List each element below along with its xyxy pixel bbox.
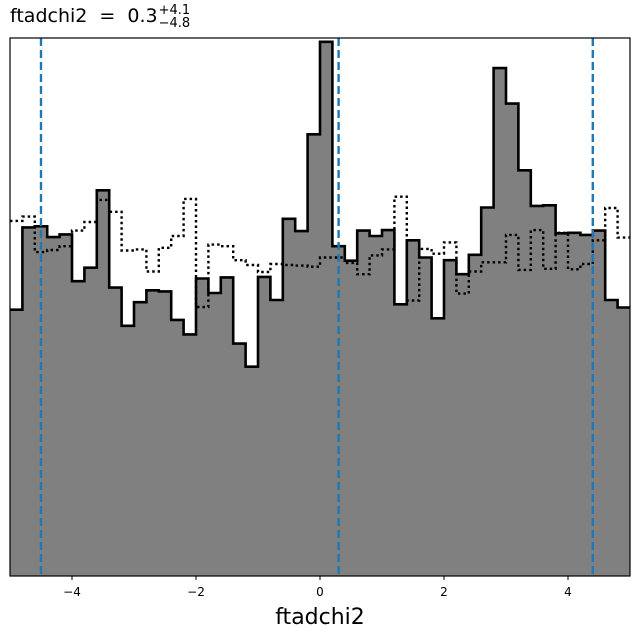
- histogram-bar: [568, 232, 581, 576]
- x-tick-label: 4: [564, 585, 572, 599]
- histogram-bar: [59, 234, 73, 576]
- histogram-bar: [96, 190, 110, 576]
- histogram-bar: [344, 260, 358, 576]
- histogram-bar: [506, 103, 519, 576]
- histogram-bar: [530, 205, 544, 576]
- histogram-bar: [134, 302, 147, 576]
- histogram-bar: [258, 276, 271, 576]
- histogram-bar: [456, 274, 470, 576]
- histogram-bar: [208, 293, 222, 576]
- title-median: 0.3: [127, 5, 157, 27]
- histogram-bar: [158, 291, 172, 576]
- histogram-bar: [146, 290, 160, 576]
- histogram-bar: [555, 233, 569, 576]
- plot-area: −4 −2 0 2 4: [9, 37, 631, 599]
- histogram-bar: [47, 237, 60, 576]
- x-axis-label: ftadchi2: [275, 605, 365, 630]
- x-tick-label: 2: [440, 585, 448, 599]
- histogram-bar: [10, 309, 23, 576]
- histogram-bar: [320, 41, 333, 576]
- histogram-bar: [543, 205, 556, 576]
- histogram-bar: [233, 343, 246, 576]
- histogram-bar: [617, 307, 630, 576]
- histogram-bar: [419, 257, 432, 576]
- histogram-bar: [605, 300, 618, 576]
- histogram-bar: [468, 254, 482, 576]
- plot-content: [10, 38, 630, 576]
- comparison-histogram-line: [10, 195, 630, 309]
- x-tick-label: −2: [187, 585, 205, 599]
- chart-title: ftadchi2 = 0.3: [10, 5, 158, 27]
- histogram-bar: [357, 230, 370, 576]
- histogram-bar: [518, 170, 532, 576]
- histogram-bar: [295, 231, 308, 576]
- title-lower-error: −4.8: [159, 16, 191, 31]
- histogram-bar: [592, 230, 606, 576]
- title-parameter: ftadchi2: [10, 5, 87, 27]
- histogram-bar: [282, 218, 296, 576]
- x-tick-label: 0: [316, 585, 324, 599]
- histogram-bar: [196, 278, 209, 576]
- histogram-bar: [22, 227, 36, 576]
- histogram-bar: [394, 304, 408, 576]
- histogram-bar: [431, 318, 445, 576]
- histogram-bar: [493, 68, 507, 576]
- histogram-bar: [171, 319, 184, 576]
- histogram-bar: [382, 230, 395, 576]
- histogram-bar: [481, 207, 494, 576]
- x-tick-label: −4: [63, 585, 81, 599]
- histogram-bar: [580, 234, 594, 576]
- title-upper-error: +4.1: [159, 3, 191, 18]
- histogram-outline: [10, 40, 630, 368]
- histogram-bar: [369, 236, 383, 576]
- histogram-bar: [109, 287, 122, 576]
- histogram-bar: [307, 134, 321, 576]
- histogram-bar: [406, 240, 420, 576]
- title-equals: =: [99, 5, 115, 27]
- histogram-bar: [245, 366, 259, 576]
- histogram-bar: [121, 325, 135, 576]
- histogram-bar: [220, 277, 234, 576]
- histogram-bar: [72, 281, 85, 576]
- histogram-bar: [183, 334, 197, 576]
- histogram-bar: [270, 300, 284, 576]
- histogram-bar: [84, 267, 98, 576]
- histogram-bar: [444, 260, 457, 576]
